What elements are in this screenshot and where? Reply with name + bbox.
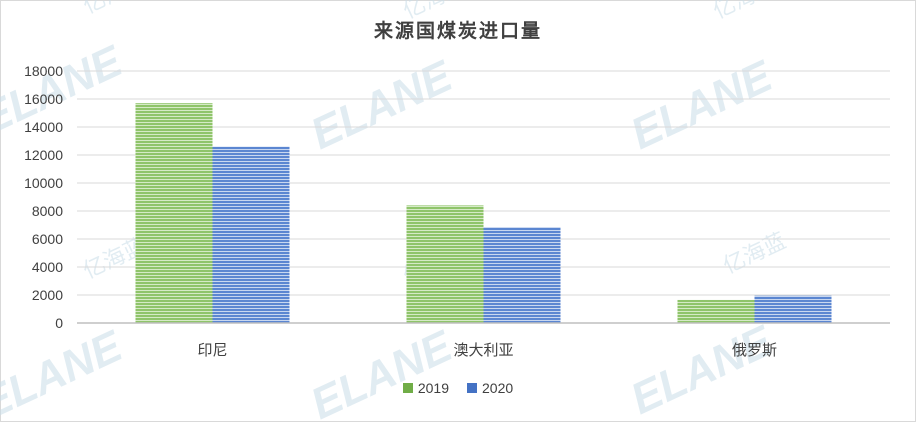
bar-2020-俄罗斯: [754, 295, 832, 323]
y-tick-label: 4000: [32, 259, 63, 275]
bar-2019-印尼: [135, 103, 213, 323]
legend-item-2020: 2020: [467, 380, 513, 396]
bars: [135, 103, 832, 323]
bar-2020-印尼: [212, 146, 290, 323]
y-tick-label: 8000: [32, 203, 63, 219]
watermark-text-chinese: 亿海蓝: [720, 229, 790, 280]
y-tick-label: 14000: [24, 119, 63, 135]
watermark-text: ELANE: [624, 316, 781, 422]
watermark-text-chinese: 亿海蓝: [80, 0, 150, 19]
bar-2020-澳大利亚: [483, 227, 561, 323]
y-tick-label: 2000: [32, 287, 63, 303]
y-axis-ticks: 0 2000 4000 6000 8000 10000 12000 14000 16000 180…: [24, 63, 63, 331]
watermark-text-chinese: 亿海蓝: [400, 0, 470, 24]
legend-label-2019: 2019: [417, 380, 449, 396]
watermark-text: ELANE: [624, 51, 781, 159]
y-tick-label: 0: [55, 315, 63, 331]
watermark-text-chinese: 亿海蓝: [710, 0, 780, 24]
watermark-text: ELANE: [0, 36, 131, 144]
y-tick-label: 12000: [24, 147, 63, 163]
watermark-text: ELANE: [304, 51, 461, 159]
x-category-label: 印尼: [197, 341, 227, 359]
bar-2019-澳大利亚: [406, 205, 484, 323]
legend-swatch-2019: [402, 383, 413, 393]
y-tick-label: 16000: [24, 91, 63, 107]
x-category-label: 澳大利亚: [453, 341, 513, 359]
y-tick-label: 18000: [24, 63, 63, 79]
y-tick-label: 6000: [32, 231, 63, 247]
x-axis-categories: 印尼 澳大利亚 俄罗斯: [197, 341, 777, 359]
chart-title: 来源国煤炭进口量: [373, 20, 542, 42]
legend-swatch-2020: [467, 383, 477, 393]
x-category-label: 俄罗斯: [732, 341, 777, 359]
watermark-text: ELANE: [0, 321, 131, 422]
watermark-text: ELANE: [304, 321, 461, 422]
bar-2019-俄罗斯: [677, 299, 755, 323]
legend-item-2019: 2019: [402, 380, 449, 396]
legend-label-2020: 2020: [482, 380, 514, 396]
y-tick-label: 10000: [24, 175, 63, 191]
legend: 2019 2020: [0, 380, 916, 396]
